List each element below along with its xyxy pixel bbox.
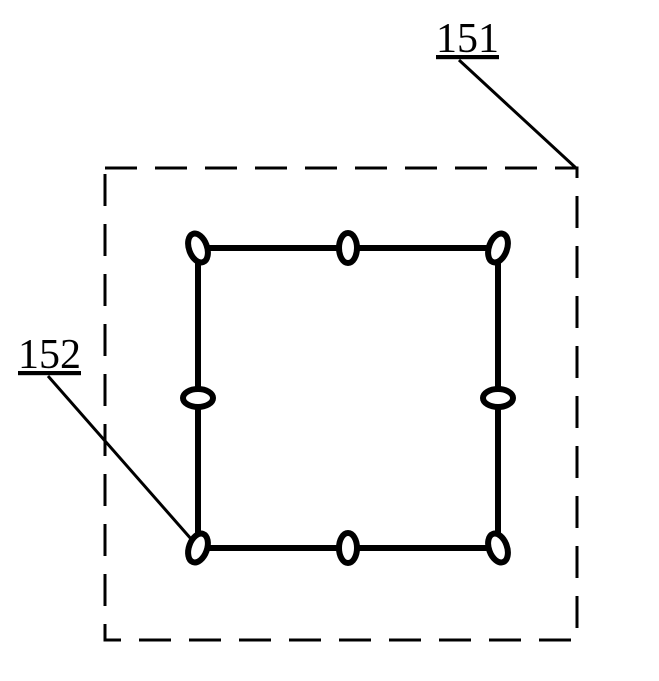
rebar-ellipse [339, 233, 357, 263]
rebar-ellipse [483, 389, 513, 407]
label-151: 151 [436, 16, 499, 62]
rebar-ellipse [484, 231, 511, 265]
leader-line-151 [459, 60, 576, 168]
rebar-ellipse [484, 531, 511, 565]
label-152: 152 [18, 332, 81, 378]
rebar-ellipse [184, 231, 211, 265]
rebar-ellipse [339, 533, 357, 563]
inner-solid-square [198, 248, 498, 548]
leader-line-152 [48, 376, 192, 540]
rebar-ellipses [183, 231, 513, 565]
rebar-ellipse [183, 389, 213, 407]
